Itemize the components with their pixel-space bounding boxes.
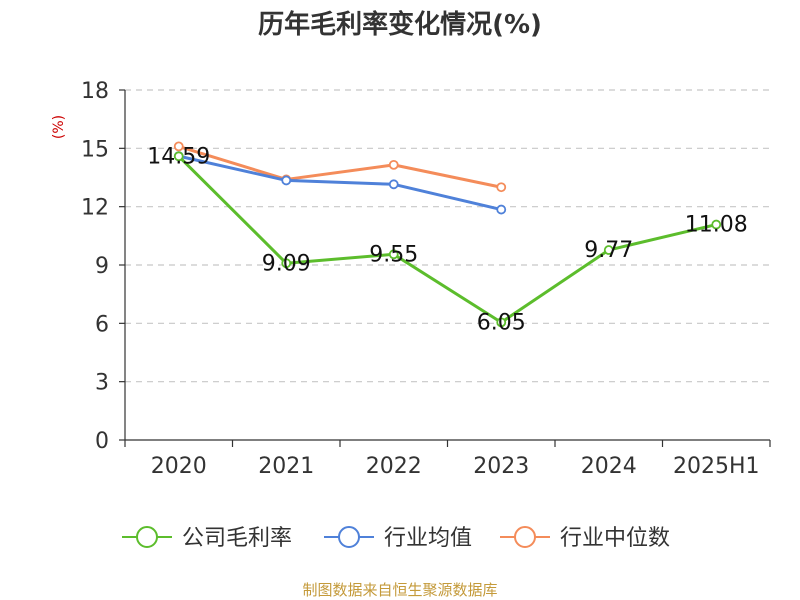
data-point bbox=[496, 317, 507, 328]
x-tick-label: 2025H1 bbox=[673, 454, 760, 479]
y-tick-label: 9 bbox=[95, 254, 109, 279]
y-tick-label: 6 bbox=[95, 312, 109, 337]
x-tick-label: 2022 bbox=[366, 454, 422, 479]
data-point bbox=[388, 179, 399, 190]
series-lines bbox=[173, 141, 722, 328]
data-point bbox=[388, 159, 399, 170]
series-line bbox=[178, 144, 502, 189]
x-tick-label: 2021 bbox=[258, 454, 314, 479]
data-label: 6.05 bbox=[477, 310, 526, 335]
data-point bbox=[388, 249, 399, 260]
y-axis-label: (%) bbox=[51, 115, 67, 139]
data-point bbox=[281, 258, 292, 269]
data-label: 9.09 bbox=[262, 251, 311, 276]
legend-marker bbox=[338, 526, 360, 548]
data-point bbox=[496, 182, 507, 193]
data-labels: 14.59 9.09 9.55 6.05 9.77 11.08 bbox=[147, 144, 747, 335]
series-line bbox=[177, 155, 717, 324]
data-label: 9.55 bbox=[369, 242, 418, 267]
legend-label: 行业中位数 bbox=[560, 526, 670, 551]
series-line bbox=[178, 154, 502, 212]
data-point bbox=[173, 151, 184, 162]
legend-label: 行业均值 bbox=[384, 526, 472, 551]
data-point bbox=[603, 245, 614, 255]
data-point bbox=[281, 175, 292, 186]
y-tick-label: 18 bbox=[81, 79, 109, 104]
data-label: 14.59 bbox=[147, 144, 210, 169]
grid bbox=[125, 89, 770, 383]
y-tick-label: 12 bbox=[81, 196, 109, 221]
legend-marker bbox=[514, 526, 536, 548]
chart-title: 历年毛利率变化情况(%) bbox=[258, 9, 542, 40]
y-tick-label: 0 bbox=[95, 429, 109, 454]
data-point bbox=[496, 204, 507, 215]
y-tick-label: 15 bbox=[81, 137, 109, 162]
x-tick-label: 2023 bbox=[473, 454, 529, 479]
legend: 公司毛利率 行业均值 行业中位数 bbox=[122, 526, 670, 551]
y-tick-label: 3 bbox=[95, 371, 109, 396]
data-label: 11.08 bbox=[685, 213, 748, 238]
data-label: 9.77 bbox=[584, 238, 633, 263]
x-tick-label: 2020 bbox=[151, 454, 207, 479]
legend-label: 公司毛利率 bbox=[182, 526, 292, 551]
data-point bbox=[711, 219, 722, 230]
x-tick-label: 2024 bbox=[581, 454, 637, 479]
source-note: 制图数据来自恒生聚源数据库 bbox=[302, 581, 497, 599]
legend-marker bbox=[136, 526, 158, 548]
data-point bbox=[173, 141, 184, 152]
axes: 0 3 6 9 12 15 18 2020 2021 2022 2023 2024 2025H1 bbox=[81, 79, 771, 479]
